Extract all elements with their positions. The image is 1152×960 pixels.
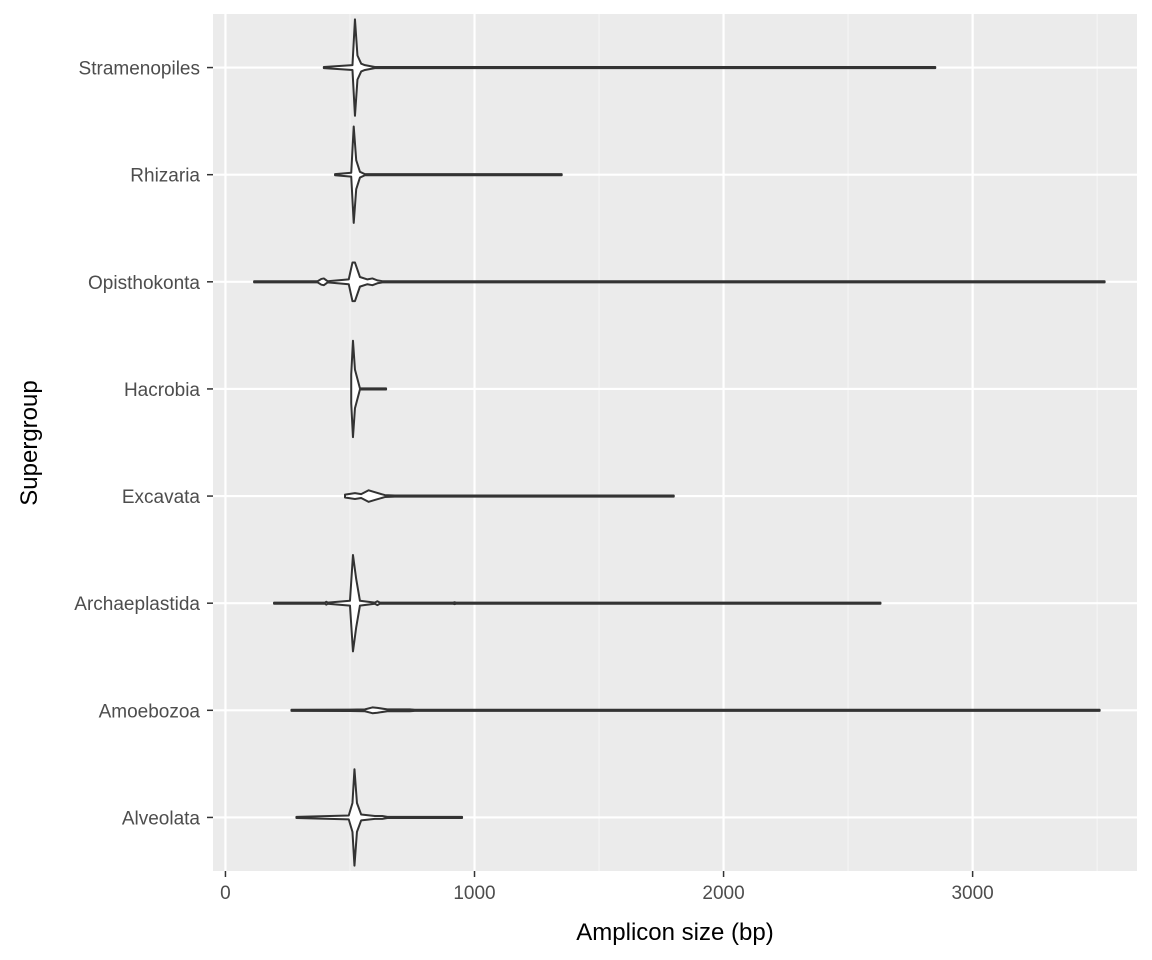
violin-stramenopiles [322, 18, 937, 117]
violin-archaeplastida [273, 553, 882, 653]
violin-alveolata [295, 768, 464, 867]
y-tick-label: Hacrobia [124, 380, 200, 401]
x-tick-label: 1000 [453, 883, 495, 904]
violin-amoebozoa [290, 706, 1101, 715]
x-tick-label: 3000 [951, 883, 993, 904]
y-tick-label: Alveolata [122, 808, 201, 829]
violin-hacrobia [350, 339, 388, 439]
panel-background [213, 14, 1137, 871]
violin-rhizaria [334, 125, 563, 224]
y-tick-label: Stramenopiles [79, 59, 200, 80]
y-tick-label: Opisthokonta [88, 273, 200, 294]
y-axis-title: Supergroup [16, 380, 43, 505]
x-tick-label: 0 [220, 883, 231, 904]
x-axis-title: Amplicon size (bp) [576, 919, 773, 946]
y-tick-label: Amoebozoa [99, 701, 201, 722]
y-tick-label: Excavata [122, 487, 201, 508]
violin-excavata [344, 489, 675, 503]
y-tick-label: Archaeplastida [74, 594, 200, 615]
y-tick-label: Rhizaria [130, 166, 200, 187]
x-tick-label: 2000 [702, 883, 744, 904]
violin-opisthokonta [253, 261, 1106, 303]
